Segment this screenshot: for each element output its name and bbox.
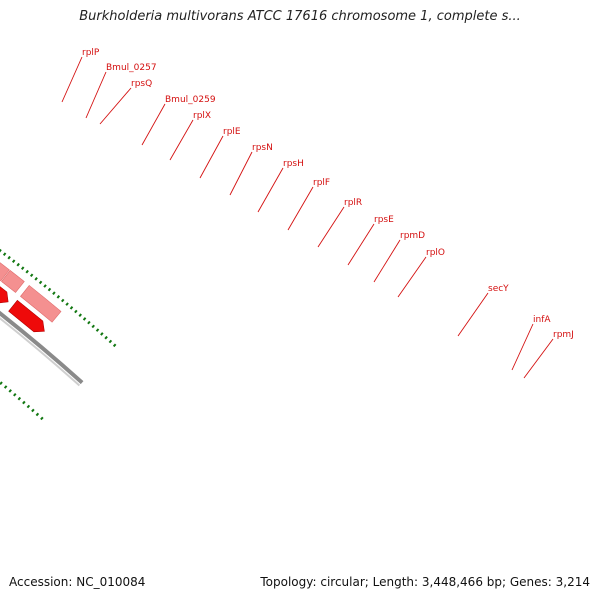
tick-mark (82, 317, 87, 321)
label-leader (373, 239, 401, 283)
scale-dot (17, 396, 22, 401)
tick-mark (87, 320, 91, 325)
label-leaders (61, 56, 554, 379)
gene-label-rplf: rplF (313, 178, 330, 188)
label-leader (511, 323, 534, 371)
tick-mark (25, 269, 29, 274)
tick-mark (38, 280, 43, 285)
backbone-track (0, 310, 84, 387)
label-leader (347, 223, 375, 266)
tick-mark (108, 339, 113, 344)
cds-arrow-track (0, 286, 45, 333)
tick-mark (7, 255, 11, 260)
scale-dot (26, 404, 31, 409)
label-leader (85, 71, 107, 119)
tick-mark (20, 266, 25, 270)
gene-label-rplp: rplP (82, 48, 100, 58)
label-leader (61, 56, 83, 103)
tick-mark (65, 302, 69, 306)
gene-label-rplr: rplR (344, 198, 362, 208)
scale-dot (0, 381, 3, 385)
genome-summary: Topology: circular; Length: 3,448,466 bp… (260, 575, 590, 589)
gene-labels: rplP Bmul_0257 rpsQ Bmul_0259 rplX rplE rpsN rp… (82, 48, 574, 340)
gene-label-secy: secY (488, 284, 509, 294)
tick-mark (91, 324, 95, 329)
map-title: Burkholderia multivorans ATCC 17616 chro… (79, 9, 521, 24)
gene-label-rplo: rplO (426, 248, 445, 258)
gene-band-segment (20, 285, 62, 323)
scale-dot (40, 416, 44, 421)
gene-label-rpmj: rpmJ (553, 330, 574, 340)
tick-mark (100, 332, 104, 336)
gene-band-segment (0, 262, 10, 282)
tick-mark (78, 313, 82, 317)
tick-mark (29, 273, 34, 278)
tick-mark (47, 287, 52, 292)
tick-mark (2, 252, 7, 256)
gene-label-bmul_0257: Bmul_0257 (106, 63, 157, 73)
gene-band-track (0, 262, 62, 323)
tick-mark (43, 284, 47, 288)
scale-dot (13, 392, 17, 397)
accession-text: Accession: NC_010084 (9, 575, 146, 589)
label-leader (457, 292, 489, 337)
scale-dot (35, 412, 40, 417)
backbone-outer (0, 310, 84, 385)
gene-label-bmul_0259: Bmul_0259 (165, 95, 216, 105)
tick-mark (104, 335, 108, 340)
gene-label-rple: rplE (223, 127, 241, 137)
tick-mark (16, 262, 20, 267)
label-leader (229, 151, 253, 196)
tick-mark (0, 248, 2, 253)
gene-label-infa: infA (533, 315, 551, 325)
tick-mark (60, 298, 65, 303)
label-leader (523, 338, 554, 379)
label-leader (169, 119, 194, 161)
tick-mark (56, 295, 61, 299)
scale-dot (8, 389, 12, 393)
tick-mark (52, 291, 56, 295)
gene-label-rpsn: rpsN (252, 143, 273, 153)
scale-dot (22, 400, 26, 405)
cds-arrow (0, 286, 9, 304)
tick-mark (95, 328, 100, 332)
label-leader (199, 135, 224, 179)
gene-label-rpsq: rpsQ (131, 79, 152, 89)
label-leader (317, 206, 345, 248)
label-leader (99, 87, 132, 125)
tick-mark (74, 309, 78, 314)
tick-mark (69, 306, 74, 310)
scale-dot (31, 408, 35, 413)
gene-label-rpsh: rpsH (283, 159, 304, 169)
cds-arrow (8, 299, 45, 333)
tick-track (0, 248, 117, 421)
tick-mark (11, 259, 16, 263)
gene-label-rpse: rpsE (374, 215, 394, 225)
backbone-inner (0, 317, 81, 387)
gene-band-segment (1, 269, 25, 293)
label-leader (287, 186, 314, 231)
label-leader (257, 167, 284, 213)
tick-mark (34, 277, 38, 281)
label-leader (141, 103, 166, 146)
gene-label-rplx: rplX (193, 111, 211, 121)
tick-mark (112, 343, 117, 348)
label-leader (397, 256, 427, 298)
scale-dot (3, 385, 8, 389)
gene-label-rpmd: rpmD (400, 231, 425, 241)
